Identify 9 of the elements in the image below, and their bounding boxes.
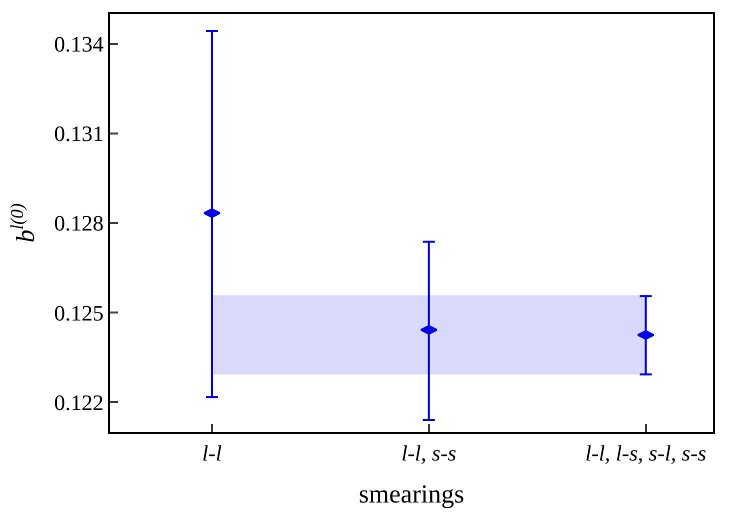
y-tick-label: 0.122 — [54, 390, 104, 415]
x-tick-label: l-l — [202, 440, 222, 466]
x-tick-label: l-l, l-s, s-l, s-s — [585, 440, 706, 466]
y-tick-label: 0.125 — [54, 300, 104, 326]
x-axis-title: smearings — [358, 480, 464, 509]
y-tick-label: 0.131 — [54, 121, 104, 146]
x-tick-label: l-l, s-s — [401, 440, 456, 466]
y-tick-label: 0.128 — [54, 210, 104, 236]
y-tick-label: 0.134 — [54, 32, 104, 57]
